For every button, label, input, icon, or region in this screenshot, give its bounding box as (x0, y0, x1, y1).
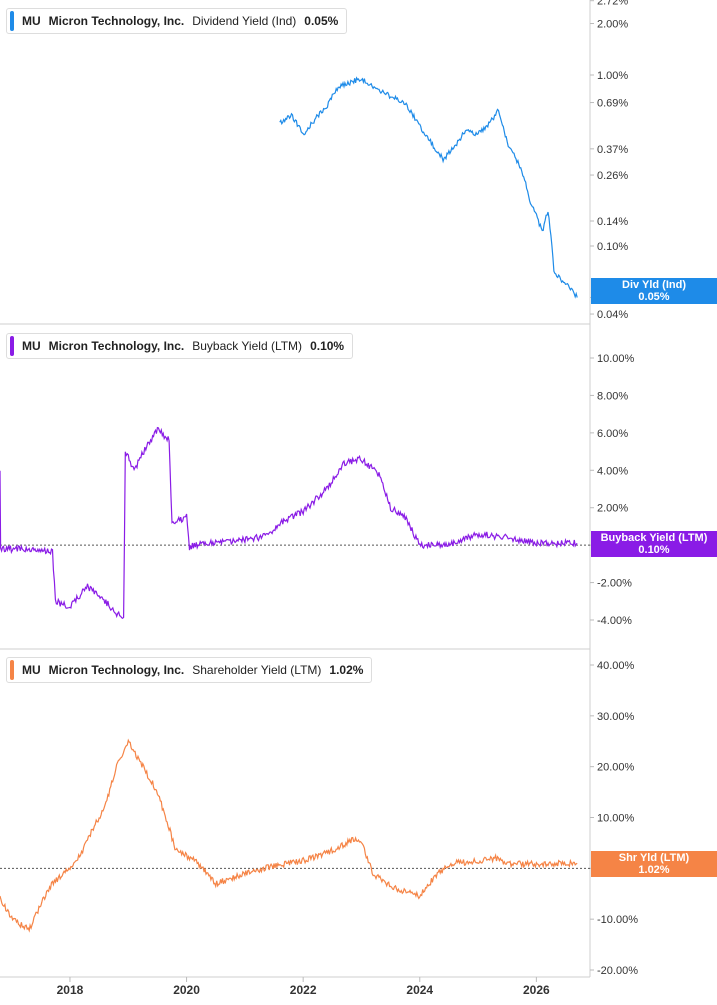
y-tick-label: 8.00% (597, 390, 628, 402)
legend-metric: Shareholder Yield (LTM) (192, 663, 322, 677)
y-tick-label: -4.00% (597, 615, 632, 627)
y-tick-label: 0.26% (597, 170, 628, 182)
value-tag-value: 0.05% (638, 291, 670, 303)
y-tick-label: 4.00% (597, 465, 628, 477)
y-tick-label: -10.00% (597, 914, 638, 926)
legend-shareholder-yield: MU Micron Technology, Inc. Shareholder Y… (6, 657, 373, 683)
y-tick-label: -20.00% (597, 965, 638, 977)
legend-swatch-dividend (10, 11, 14, 31)
legend-buyback-yield: MU Micron Technology, Inc. Buyback Yield… (6, 333, 354, 359)
value-tag-value: 1.02% (638, 864, 670, 876)
value-tag-name: Buyback Yield (LTM) (600, 532, 708, 544)
y-tick-label: 0.14% (597, 216, 628, 228)
dividend-series-line (279, 76, 578, 299)
legend-ticker: MU (22, 339, 41, 353)
legend-metric: Buyback Yield (LTM) (192, 339, 303, 353)
legend-company: Micron Technology, Inc. (48, 339, 185, 353)
x-tick-label: 2024 (406, 983, 433, 997)
legend-value: 1.02% (329, 663, 364, 677)
x-tick-label: 2020 (173, 983, 200, 997)
y-tick-label: 1.00% (597, 70, 628, 82)
y-tick-label: 30.00% (597, 711, 635, 723)
legend-value: 0.05% (304, 14, 339, 28)
legend-company: Micron Technology, Inc. (48, 663, 185, 677)
y-tick-label: 6.00% (597, 428, 628, 440)
x-tick-label: 2022 (290, 983, 317, 997)
y-tick-label: 10.00% (597, 813, 635, 825)
legend-metric: Dividend Yield (Ind) (192, 14, 297, 28)
value-tag-buyback: Buyback Yield (LTM) 0.10% (591, 531, 717, 557)
buyback-series-line (0, 426, 578, 620)
legend-swatch-shareholder (10, 660, 14, 680)
legend-dividend-yield: MU Micron Technology, Inc. Dividend Yiel… (6, 8, 348, 34)
value-tag-name: Div Yld (Ind) (622, 279, 686, 291)
y-tick-label: 40.00% (597, 660, 635, 672)
y-tick-label: 0.69% (597, 98, 628, 110)
y-tick-label: 2.72% (597, 0, 628, 8)
x-tick-label: 2026 (523, 983, 550, 997)
y-tick-label: 10.00% (597, 353, 635, 365)
legend-ticker: MU (22, 14, 41, 28)
y-tick-label: 20.00% (597, 762, 635, 774)
y-tick-label: 2.00% (597, 19, 628, 31)
value-tag-value: 0.10% (638, 544, 670, 556)
y-tick-label: 2.00% (597, 503, 628, 515)
legend-ticker: MU (22, 663, 41, 677)
legend-swatch-buyback (10, 336, 14, 356)
x-tick-label: 2018 (57, 983, 84, 997)
y-tick-label: 0.04% (597, 309, 628, 321)
legend-value: 0.10% (310, 339, 345, 353)
value-tag-name: Shr Yld (LTM) (618, 852, 690, 864)
y-tick-label: 0.10% (597, 241, 628, 253)
y-tick-label: 0.37% (597, 144, 628, 156)
value-tag-dividend: Div Yld (Ind) 0.05% (591, 278, 717, 304)
shareholder-series-line (0, 738, 578, 933)
legend-company: Micron Technology, Inc. (48, 14, 185, 28)
y-tick-label: -2.00% (597, 578, 632, 590)
value-tag-shareholder: Shr Yld (LTM) 1.02% (591, 851, 717, 877)
